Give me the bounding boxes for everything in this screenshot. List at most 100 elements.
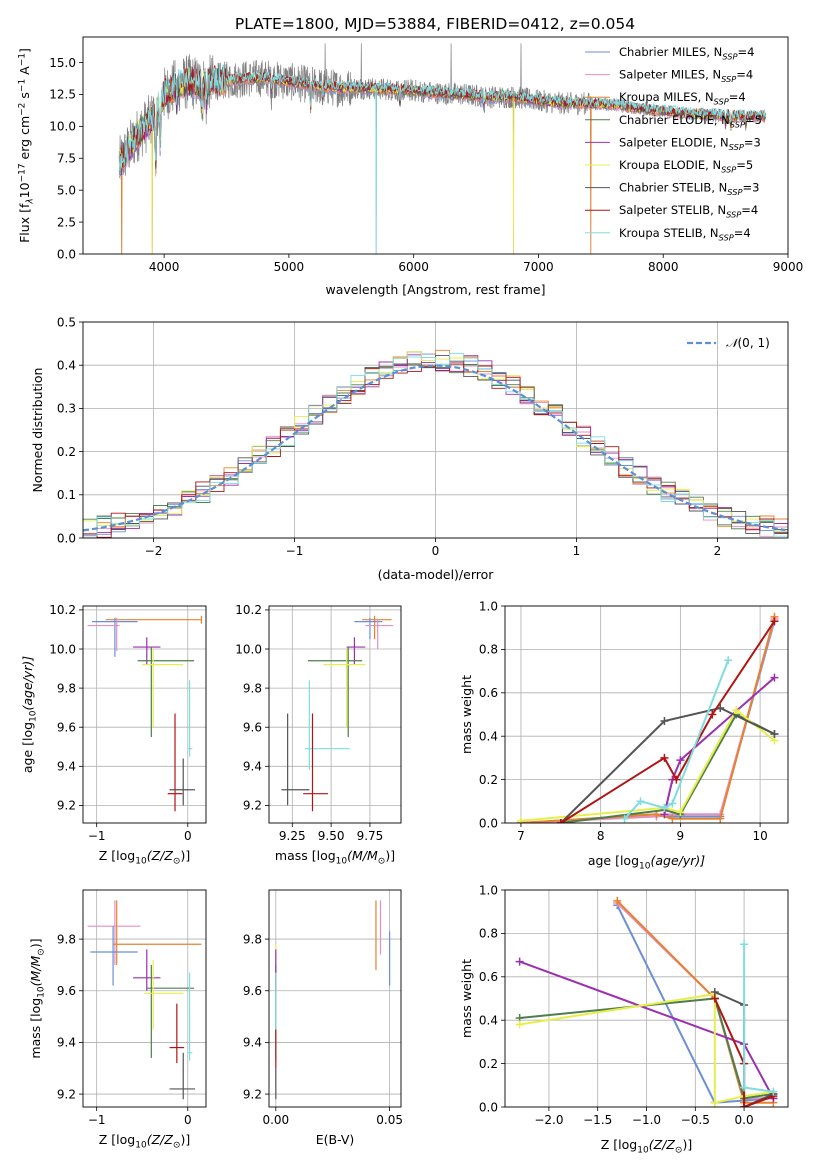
figure-title: PLATE=1800, MJD=53884, FIBERID=0412, z=0… bbox=[235, 15, 635, 33]
weight-line bbox=[623, 659, 730, 820]
y-tick-label: 10.0 bbox=[49, 120, 76, 134]
x-axis-label: age [log10(age/yr)] bbox=[588, 853, 705, 872]
legend-entry-kroupa-elodie: Kroupa ELODIE, NSSP=5 bbox=[619, 158, 753, 175]
axes-frame: 7 8 9 10 0.0 0.2 0.4 0.6 0.8 1.0 age [log10(age/yr… bbox=[459, 599, 789, 872]
weight-line bbox=[520, 620, 776, 823]
weight-series-kroupa-elodie bbox=[516, 706, 779, 823]
weight-marker bbox=[668, 799, 677, 808]
grid-lines bbox=[505, 605, 788, 824]
weight-marker bbox=[710, 994, 719, 1003]
x-axis-label: E(B-V) bbox=[316, 1132, 355, 1147]
errorbar-chabrier-stelib bbox=[169, 758, 196, 806]
errorbar-kroupa-elodie bbox=[323, 649, 366, 728]
y-tick-label: 2.5 bbox=[57, 215, 76, 229]
x-tick-label: 7000 bbox=[523, 260, 554, 274]
y-tick-label: 10.2 bbox=[49, 603, 76, 617]
y-tick-label: 0.1 bbox=[57, 488, 76, 502]
axes-border bbox=[504, 605, 789, 824]
y-tick-label: 0.4 bbox=[57, 359, 76, 373]
y-tick-label: 9.4 bbox=[243, 1036, 262, 1050]
panel-age-vs-Z: −1 0 9.2 9.4 9.6 9.8 10.0 10.2 Z [log10(Z/Z⊙)] ag… bbox=[20, 603, 207, 867]
errorbar-chabrier-elodie bbox=[146, 964, 195, 1058]
weight-marker bbox=[676, 808, 685, 817]
y-tick-label: 9.6 bbox=[243, 721, 262, 735]
axes-border bbox=[268, 889, 402, 1108]
x-axis-label: (data-model)/error bbox=[378, 567, 495, 582]
y-tick-label: 9.4 bbox=[57, 1036, 76, 1050]
weight-marker bbox=[620, 814, 629, 823]
y-tick-label: 9.2 bbox=[57, 799, 76, 813]
y-tick-label: 9.6 bbox=[243, 984, 262, 998]
normal-distribution-curve bbox=[83, 364, 786, 532]
x-tick-label: 4000 bbox=[149, 260, 180, 274]
errorbar-salpeter-stelib bbox=[303, 713, 329, 812]
grid-lines bbox=[83, 890, 206, 1107]
errorbar-salpeter-miles bbox=[365, 619, 394, 650]
grid-lines bbox=[269, 890, 401, 1107]
errorbar-salpeter-elodie bbox=[133, 637, 161, 665]
x-tick-label: 5000 bbox=[274, 260, 305, 274]
x-axis-label: Z [log10(Z/Z⊙)] bbox=[99, 848, 190, 867]
weight-marker bbox=[515, 1020, 524, 1029]
y-tick-label: 12.5 bbox=[49, 88, 76, 102]
y-tick-label: 9.6 bbox=[57, 721, 76, 735]
y-tick-label: 9.8 bbox=[243, 932, 262, 946]
panel-spectrum: 4000 5000 6000 7000 8000 9000 0.0 2.5 5.0 7.5 10.0… bbox=[17, 36, 804, 297]
y-tick-label: 5.0 bbox=[57, 183, 76, 197]
errorbar-kroupa-stelib bbox=[187, 972, 193, 1061]
y-tick-label: 0.4 bbox=[479, 1014, 498, 1028]
axes-frame: −2.0 −1.5 −1.0 −0.5 0.0 0.0 0.2 0.4 0.6 0.8 1.0 Z [… bbox=[459, 883, 789, 1156]
x-tick-label: 1 bbox=[573, 544, 581, 558]
x-tick-label: 9.50 bbox=[318, 829, 345, 843]
x-tick-label: 0 bbox=[432, 544, 440, 558]
x-tick-label: 10 bbox=[752, 829, 767, 843]
errorbar-kroupa-elodie bbox=[142, 649, 184, 728]
weight-marker bbox=[740, 1103, 749, 1107]
x-tick-label: 6000 bbox=[398, 260, 429, 274]
y-tick-label: 10.2 bbox=[235, 603, 262, 617]
y-tick-label: 0.4 bbox=[479, 730, 498, 744]
weight-marker bbox=[716, 814, 725, 823]
y-tick-label: 0.3 bbox=[57, 402, 76, 416]
x-tick-label: −1.5 bbox=[583, 1113, 612, 1127]
x-tick-label: 0.05 bbox=[376, 1113, 403, 1127]
y-tick-label: 9.4 bbox=[57, 760, 76, 774]
grid-lines bbox=[505, 889, 788, 1108]
panel-weight-vs-age: 7 8 9 10 0.0 0.2 0.4 0.6 0.8 1.0 age [log10(age/yr… bbox=[459, 599, 789, 872]
weight-marker bbox=[732, 706, 741, 715]
errorbar-salpeter-elodie bbox=[346, 637, 366, 665]
errorbar-kroupa-miles bbox=[105, 615, 203, 624]
x-tick-label: 9000 bbox=[773, 260, 804, 274]
weight-marker bbox=[672, 775, 681, 784]
legend-entry-kroupa-stelib: Kroupa STELIB, NSSP=4 bbox=[619, 226, 751, 243]
y-tick-label: 0.0 bbox=[479, 1100, 498, 1114]
errorbar-kroupa-miles bbox=[113, 900, 202, 965]
axes-border bbox=[82, 889, 207, 1108]
panel-weight-vs-Z: −2.0 −1.5 −1.0 −0.5 0.0 0.0 0.2 0.4 0.6 0.8 1.0 Z [… bbox=[459, 883, 789, 1156]
y-tick-label: 0.6 bbox=[479, 970, 498, 984]
weight-marker bbox=[740, 1083, 749, 1092]
x-tick-label: 0.0 bbox=[735, 1113, 754, 1127]
plot-area bbox=[281, 615, 394, 812]
errorbar-kroupa-elodie bbox=[144, 959, 184, 1030]
plot-area bbox=[87, 900, 202, 1100]
y-tick-label: 9.2 bbox=[243, 1087, 262, 1101]
weight-marker bbox=[515, 957, 524, 966]
histogram-salpeter-stelib bbox=[83, 363, 788, 538]
grid-lines bbox=[83, 606, 206, 823]
y-axis-label: Flux [fλ10−17 erg cm−2 s−1 A−1] bbox=[17, 48, 36, 243]
weight-marker bbox=[770, 617, 779, 626]
y-tick-label: 1.0 bbox=[479, 883, 498, 897]
legend-entry-kroupa-miles: Kroupa MILES, NSSP=4 bbox=[619, 90, 746, 107]
weight-series-chabrier-miles bbox=[516, 617, 779, 823]
errorbar-chabrier-elodie bbox=[307, 647, 363, 737]
y-tick-label: 10.0 bbox=[49, 642, 76, 656]
weight-marker bbox=[660, 753, 669, 762]
weight-series-kroupa-miles bbox=[516, 612, 779, 823]
y-axis-label: age [log10(age/yr)] bbox=[20, 656, 39, 773]
axes-frame: −1 0 9.2 9.4 9.6 9.8 Z [log10(Z/Z⊙)] mass [log1… bbox=[28, 889, 207, 1151]
plot-area bbox=[275, 900, 391, 1100]
weight-marker bbox=[660, 717, 669, 726]
y-tick-label: 0.2 bbox=[479, 773, 498, 787]
